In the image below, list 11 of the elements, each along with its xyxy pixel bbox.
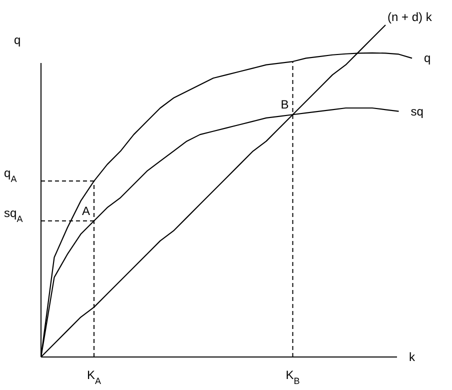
- x-tick-label: K$_{A}$: [86, 368, 102, 386]
- annotation: B: [280, 98, 289, 112]
- series-label: sq: [410, 104, 424, 118]
- series-label: q: [424, 51, 431, 66]
- x-axis-title: k: [409, 350, 416, 364]
- annotation: A: [82, 204, 90, 218]
- y-axis-title: q: [14, 33, 21, 47]
- ref-line-label: q$_{A}$: [4, 166, 17, 184]
- series-label: (n + d) k: [388, 10, 433, 24]
- x-tick-label: K$_{B}$: [286, 368, 300, 386]
- ref-line-label: sq$_{A}$: [4, 206, 23, 224]
